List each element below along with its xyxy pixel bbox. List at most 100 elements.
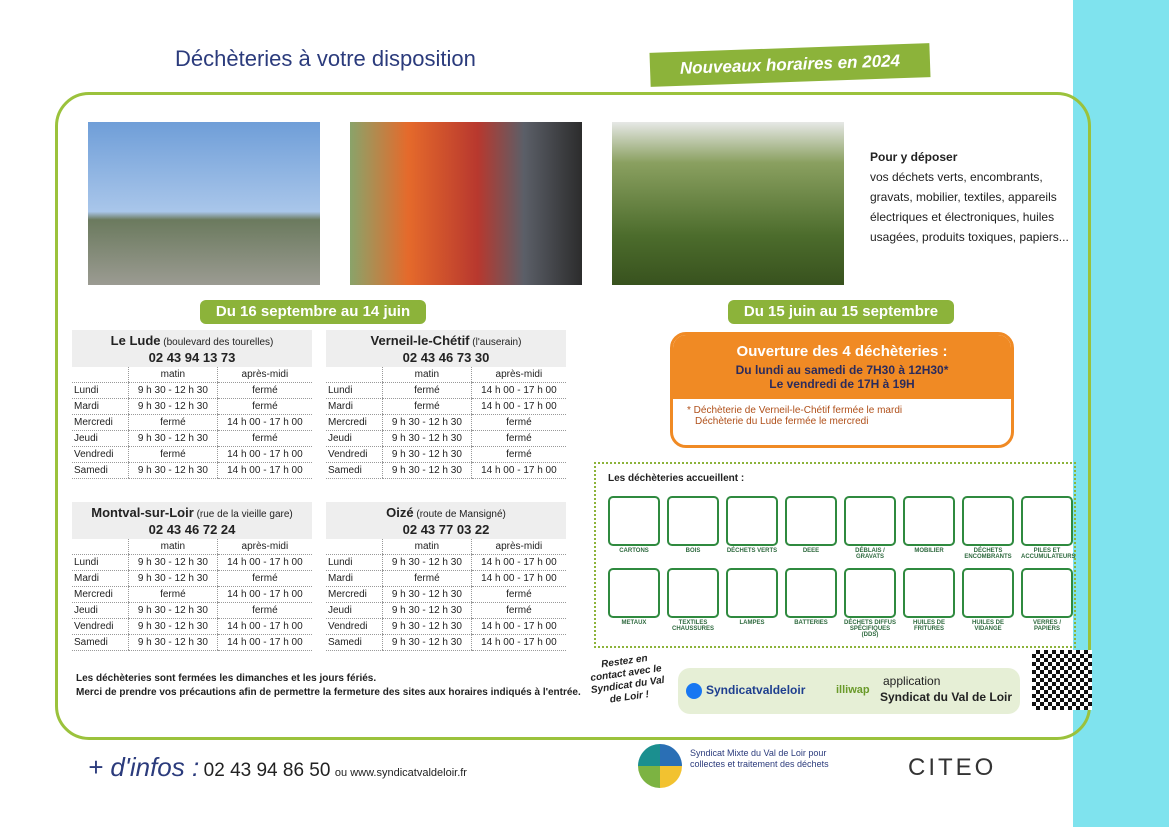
schedule-row: Lundi 9 h 30 - 12 h 30 fermé	[72, 382, 312, 399]
cell: 14 h 00 - 17 h 00	[216, 554, 312, 571]
icon-label: DÉCHETS VERTS	[726, 548, 778, 554]
site-box: Oizé (route de Mansigné) 02 43 77 03 22 ma…	[326, 502, 566, 651]
cell: Mercredi	[72, 414, 129, 431]
cell: Mardi	[326, 570, 383, 587]
cell	[72, 539, 129, 555]
app: application	[883, 674, 941, 688]
icon-box	[844, 568, 896, 618]
logo	[638, 744, 682, 788]
summer-note: * Déchèterie de Verneil-le-Chétif fermée…	[687, 405, 903, 416]
icon-label: TEXTILES CHAUSSURES	[671, 620, 714, 632]
cell: Samedi	[72, 634, 129, 651]
period-pill: Du 16 septembre au 14 juin	[200, 300, 426, 324]
cell: fermé	[470, 446, 566, 463]
site-header: Verneil-le-Chétif (l'auserain) 02 43 46 7…	[326, 330, 566, 367]
summer-top: Ouverture des 4 déchèteries : Du lundi a…	[673, 335, 1011, 399]
cell: Vendredi	[72, 446, 129, 463]
schedule-row: Mardi fermé 14 h 00 - 17 h 00	[326, 398, 566, 415]
schedule: matin après-midi Lundi 9 h 30 - 12 h 30 14 h…	[326, 539, 566, 651]
icon-label: LAMPES	[739, 620, 765, 626]
schedule-row: Mardi 9 h 30 - 12 h 30 fermé	[72, 398, 312, 415]
summer-note: Déchèterie du Lude fermée le mercredi	[695, 416, 869, 427]
schedule-row: Vendredi 9 h 30 - 12 h 30 14 h 00 - 17 h 0…	[326, 618, 566, 635]
infos-web: ou www.syndicatvaldeloir.fr	[334, 767, 467, 779]
cell: Jeudi	[326, 430, 383, 447]
cell: Jeudi	[72, 602, 129, 619]
site-box: Verneil-le-Chétif (l'auserain) 02 43 46 7…	[326, 330, 566, 479]
schedule-row: Mercredi 9 h 30 - 12 h 30 fermé	[326, 414, 566, 431]
infos: + d'infos : 02 43 94 86 50 ou www.syndic…	[88, 752, 467, 783]
waste-icon: BATTERIES	[785, 568, 837, 626]
cell: 9 h 30 - 12 h 30	[128, 382, 218, 399]
column-header: après-midi	[470, 539, 566, 555]
cell: 14 h 00 - 17 h 00	[216, 618, 312, 635]
waste-icon: TEXTILES CHAUSSURES	[667, 568, 719, 632]
column-header: matin	[382, 539, 472, 555]
icon-box	[903, 496, 955, 546]
site-name: Montval-sur-Loir	[91, 505, 194, 520]
waste-icon: DÉCHETS VERTS	[726, 496, 778, 554]
site-phone: 02 43 46 73 30	[402, 350, 490, 365]
logo-text: Syndicat Mixte du Val de Loir pour colle…	[690, 748, 829, 769]
cell: fermé	[382, 398, 472, 415]
icon-box	[667, 496, 719, 546]
schedule-row: Samedi 9 h 30 - 12 h 30 14 h 00 - 17 h 00	[72, 634, 312, 651]
schedule-row: Vendredi fermé 14 h 00 - 17 h 00	[72, 446, 312, 463]
cell: Vendredi	[72, 618, 129, 635]
infos-label: + d'infos :	[88, 752, 200, 782]
note: Merci de prendre vos précautions afin de…	[76, 687, 581, 698]
site-box: Le Lude (boulevard des tourelles) 02 43 9…	[72, 330, 312, 479]
column-header: après-midi	[470, 367, 566, 383]
site-phone: 02 43 77 03 22	[402, 522, 490, 537]
cell: 9 h 30 - 12 h 30	[128, 634, 218, 651]
cell: 9 h 30 - 12 h 30	[128, 398, 218, 415]
icon-label: HUILES DE VIDANGE	[971, 620, 1004, 632]
schedule-row: Jeudi 9 h 30 - 12 h 30 fermé	[326, 602, 566, 619]
icon-label: VERRES / PAPIERS	[1032, 620, 1061, 632]
waste-icon: DÉBLAIS / GRAVATS	[844, 496, 896, 560]
waste-icon: BOIS	[667, 496, 719, 554]
site-header: Oizé (route de Mansigné) 02 43 77 03 22	[326, 502, 566, 539]
cell: fermé	[216, 430, 312, 447]
icon-box	[1021, 568, 1073, 618]
schedule-row: Lundi 9 h 30 - 12 h 30 14 h 00 - 17 h 00	[326, 554, 566, 571]
site-phone: 02 43 46 72 24	[148, 522, 236, 537]
cell: Vendredi	[326, 446, 383, 463]
cell: 9 h 30 - 12 h 30	[382, 462, 472, 479]
schedule: matin après-midi Lundi 9 h 30 - 12 h 30 14 h…	[72, 539, 312, 651]
photo	[612, 122, 844, 285]
cell: 9 h 30 - 12 h 30	[382, 446, 472, 463]
cell: 14 h 00 - 17 h 00	[470, 398, 566, 415]
schedule: matin après-midi Lundi 9 h 30 - 12 h 30 ferm…	[72, 367, 312, 479]
cell: 14 h 00 - 17 h 00	[470, 634, 566, 651]
cell: 9 h 30 - 12 h 30	[382, 634, 472, 651]
cell: Mardi	[326, 398, 383, 415]
title: Déchèteries à votre disposition	[175, 46, 476, 71]
icon-box	[962, 496, 1014, 546]
cell: Lundi	[72, 554, 129, 571]
photo	[88, 122, 320, 285]
cell: 9 h 30 - 12 h 30	[382, 554, 472, 571]
citeo: CITEO	[908, 754, 997, 781]
cell: fermé	[128, 586, 218, 603]
accepted-panel: Les déchèteries accueillent : CARTONS BOI…	[594, 462, 1076, 648]
cell: fermé	[216, 570, 312, 587]
site-header: Montval-sur-Loir (rue de la vieille gare…	[72, 502, 312, 539]
facebook-icon	[686, 683, 702, 699]
schedule-row: Samedi 9 h 30 - 12 h 30 14 h 00 - 17 h 00	[326, 634, 566, 651]
schedule-row: Mercredi 9 h 30 - 12 h 30 fermé	[326, 586, 566, 603]
icon-label: BOIS	[685, 548, 701, 554]
cell	[326, 539, 383, 555]
schedule-row: Mercredi fermé 14 h 00 - 17 h 00	[72, 414, 312, 431]
cell: 14 h 00 - 17 h 00	[216, 414, 312, 431]
icon-box	[726, 496, 778, 546]
cell: 9 h 30 - 12 h 30	[382, 586, 472, 603]
infos-phone: 02 43 94 86 50	[203, 760, 331, 781]
waste-icon: LAMPES	[726, 568, 778, 626]
deposit-heading: Pour y déposer	[870, 150, 958, 164]
waste-icon: DÉCHETS DIFFUS SPÉCIFIQUES (DDS)	[844, 568, 896, 638]
icon-label: BATTERIES	[794, 620, 828, 626]
cell: 14 h 00 - 17 h 00	[216, 446, 312, 463]
qr-code	[1032, 650, 1092, 710]
